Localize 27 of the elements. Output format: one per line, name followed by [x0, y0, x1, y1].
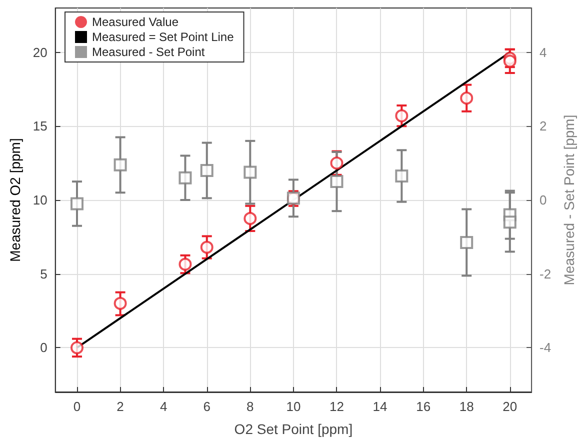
x-tick-label: 4: [160, 399, 168, 414]
y2-tick-label: 4: [540, 44, 547, 60]
y-axis-title: Measured O2 [ppm]: [7, 138, 23, 262]
y2-tick-label: -2: [540, 266, 552, 282]
y-tick-label: 10: [32, 192, 48, 208]
legend-label: Measured Value: [92, 15, 179, 29]
legend-label: Measured = Set Point Line: [92, 30, 234, 44]
legend-label: Measured - Set Point: [92, 45, 206, 59]
y-tick-label: 5: [40, 266, 48, 282]
y-tick-label: 0: [40, 340, 48, 356]
x-tick-label: 0: [73, 399, 81, 414]
y-tick-label: 15: [32, 118, 48, 134]
x-tick-label: 2: [116, 399, 124, 414]
y-tick-label: 20: [32, 44, 48, 60]
y2-tick-label: 0: [540, 192, 547, 208]
y2-tick-label: 2: [540, 118, 547, 134]
y2-axis-title: Measured - Set Point [ppm]: [561, 114, 577, 286]
x-tick-label: 12: [330, 399, 344, 414]
x-tick-label: 16: [416, 399, 431, 414]
x-tick-label: 10: [286, 399, 301, 414]
x-tick-label: 8: [246, 399, 254, 414]
x-tick-label: 14: [372, 399, 388, 414]
x-tick-label: 6: [203, 399, 210, 414]
y2-tick-label: -4: [540, 340, 552, 356]
x-tick-label: 18: [459, 399, 474, 414]
x-axis-title: O2 Set Point [ppm]: [234, 421, 353, 437]
x-tick-label: 20: [502, 399, 518, 414]
